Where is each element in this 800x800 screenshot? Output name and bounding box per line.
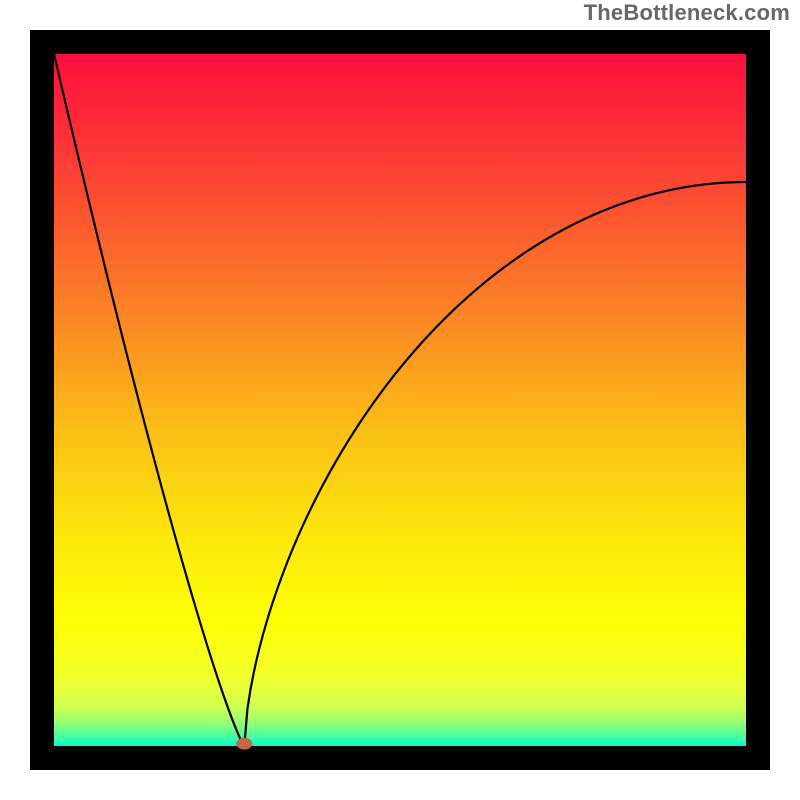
watermark-text: TheBottleneck.com xyxy=(584,0,790,26)
bottleneck-chart xyxy=(0,0,800,800)
plot-background xyxy=(54,54,746,746)
minimum-marker xyxy=(236,738,252,750)
chart-container: TheBottleneck.com xyxy=(0,0,800,800)
